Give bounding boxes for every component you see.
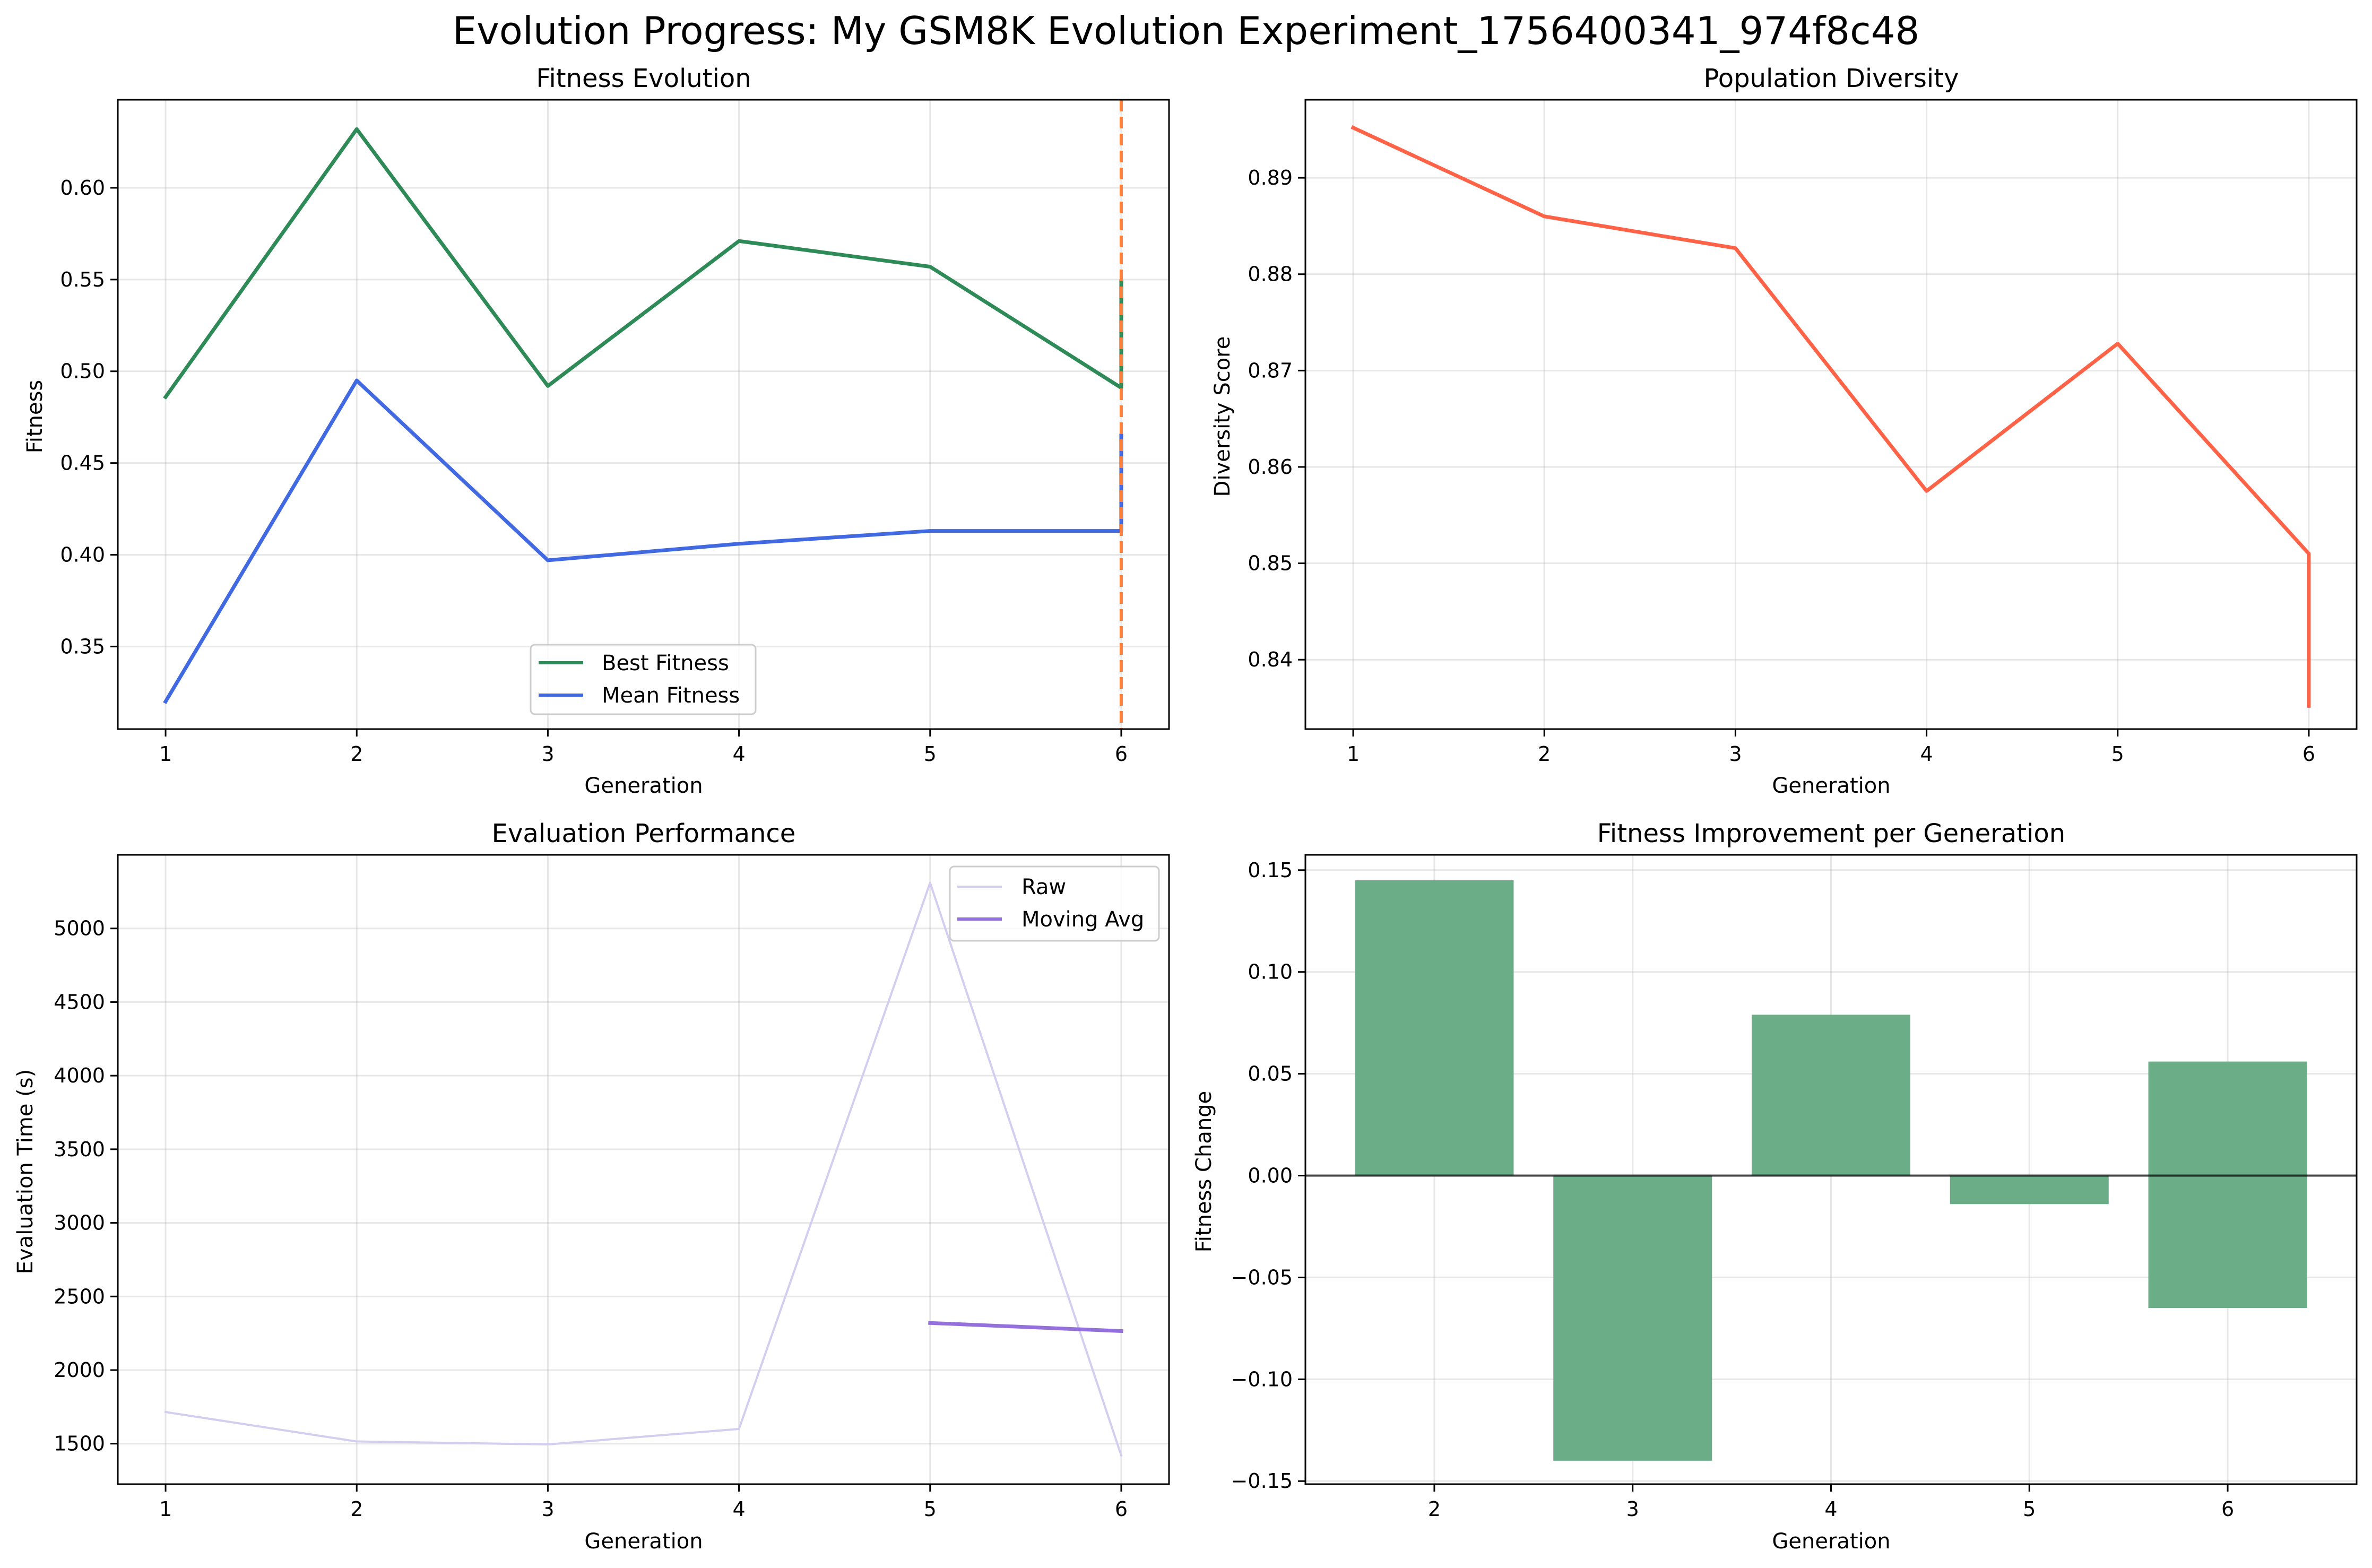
panel-title: Evaluation Performance xyxy=(492,819,796,848)
figure-title: Evolution Progress: My GSM8K Evolution E… xyxy=(453,8,1920,53)
y-axis-label: Diversity Score xyxy=(1210,336,1235,497)
y-tick-label: 0.45 xyxy=(60,452,105,475)
x-tick-label: 6 xyxy=(2302,742,2315,766)
y-tick-label: 0.40 xyxy=(60,543,105,567)
x-tick-label: 2 xyxy=(350,742,363,766)
legend-label-best-fitness: Best Fitness xyxy=(602,651,729,675)
x-axis-label: Generation xyxy=(1772,774,1890,798)
y-tick-label: 0.10 xyxy=(1248,960,1293,984)
population-diversity-panel: Population Diversity Generation Diversit… xyxy=(1210,64,2358,798)
y-axis-label: Evaluation Time (s) xyxy=(13,1069,38,1274)
axes-frame xyxy=(1304,99,2358,730)
x-tick-label: 1 xyxy=(159,742,172,766)
panel-title: Fitness Improvement per Generation xyxy=(1597,819,2065,848)
x-tick-label: 4 xyxy=(732,742,745,766)
y-axis-label: Fitness xyxy=(23,380,47,454)
y-tick-label: 0.87 xyxy=(1248,359,1293,382)
x-tick-label: 6 xyxy=(1115,1497,1128,1521)
bar-generation-3 xyxy=(1553,1175,1712,1461)
fitness-improvement-panel: Fitness Improvement per Generation Gener… xyxy=(1192,819,2358,1554)
legend-label-raw: Raw xyxy=(1021,875,1066,899)
x-tick-label: 5 xyxy=(2111,742,2124,766)
y-tick-label: 4000 xyxy=(54,1064,105,1087)
axes-frame xyxy=(117,854,1170,1485)
plot-area xyxy=(1305,100,2357,729)
y-tick-label: 0.88 xyxy=(1248,263,1293,286)
y-tick-label: −0.10 xyxy=(1231,1367,1293,1391)
x-tick-label: 5 xyxy=(924,1497,937,1521)
fitness-evolution-panel: Fitness Evolution Generation Fitness 1 2 3… xyxy=(23,64,1170,798)
y-tick-label: −0.15 xyxy=(1231,1469,1293,1493)
x-tick-label: 3 xyxy=(541,1497,554,1521)
y-tick-label: 0.55 xyxy=(60,268,105,291)
plot-area xyxy=(118,100,1169,729)
legend-box xyxy=(530,644,757,715)
y-tick-label: 0.15 xyxy=(1248,859,1293,882)
x-tick-label: 6 xyxy=(1115,742,1128,766)
plot-area xyxy=(1305,855,2357,1484)
bar-generation-4 xyxy=(1751,1015,1911,1176)
y-tick-label: 0.86 xyxy=(1248,455,1293,479)
axes-frame xyxy=(117,99,1170,730)
y-tick-label: 0.84 xyxy=(1248,648,1293,671)
x-axis-label: Generation xyxy=(584,1529,703,1554)
diversity-line xyxy=(1351,125,2311,708)
x-tick-label: 2 xyxy=(1428,1497,1441,1521)
y-tick-label: 2000 xyxy=(54,1358,105,1382)
y-tick-label: 2500 xyxy=(54,1285,105,1308)
legend-label-moving-avg: Moving Avg xyxy=(1021,907,1144,932)
bar-generation-6 xyxy=(2148,1061,2307,1308)
x-tick-label: 5 xyxy=(2023,1497,2036,1521)
y-tick-label: 3500 xyxy=(54,1138,105,1161)
best-fitness-line xyxy=(163,127,1123,400)
bar-generation-5 xyxy=(1950,1175,2109,1205)
y-tick-label: 1500 xyxy=(54,1432,105,1456)
y-tick-label: 3000 xyxy=(54,1211,105,1235)
x-tick-label: 1 xyxy=(1347,742,1360,766)
panel-title: Population Diversity xyxy=(1704,64,1959,93)
y-tick-label: 0.35 xyxy=(60,635,105,658)
x-tick-label: 5 xyxy=(924,742,937,766)
x-tick-label: 4 xyxy=(1824,1497,1837,1521)
x-tick-label: 1 xyxy=(159,1497,172,1521)
y-tick-label: 0.00 xyxy=(1248,1164,1293,1188)
legend-label-mean-fitness: Mean Fitness xyxy=(602,683,740,708)
plot-area xyxy=(118,855,1169,1484)
x-tick-label: 4 xyxy=(732,1497,745,1521)
legend: Best Fitness Mean Fitness xyxy=(530,644,757,715)
y-axis-label: Fitness Change xyxy=(1192,1091,1216,1252)
y-tick-label: 5000 xyxy=(54,917,105,940)
x-tick-label: 6 xyxy=(2221,1497,2234,1521)
y-tick-label: 0.89 xyxy=(1248,166,1293,189)
y-tick-label: 0.85 xyxy=(1248,552,1293,575)
y-tick-label: 0.05 xyxy=(1248,1062,1293,1086)
x-tick-label: 4 xyxy=(1920,742,1933,766)
raw-eval-time-line xyxy=(164,881,1123,1457)
evaluation-performance-panel: Evaluation Performance Generation Evalua… xyxy=(13,819,1170,1554)
moving-avg-line xyxy=(928,1321,1123,1333)
x-axis-label: Generation xyxy=(584,774,703,798)
y-tick-label: −0.05 xyxy=(1231,1266,1293,1289)
legend: Raw Moving Avg xyxy=(949,865,1160,942)
panel-title: Fitness Evolution xyxy=(536,64,751,93)
x-tick-label: 3 xyxy=(1729,742,1742,766)
y-tick-label: 0.50 xyxy=(60,360,105,383)
x-tick-label: 3 xyxy=(1626,1497,1639,1521)
y-tick-label: 4500 xyxy=(54,990,105,1013)
legend-box xyxy=(949,865,1160,942)
x-tick-label: 2 xyxy=(1538,742,1551,766)
bar-generation-2 xyxy=(1355,880,1514,1176)
axes-frame xyxy=(1304,854,2358,1485)
x-axis-label: Generation xyxy=(1772,1529,1890,1554)
x-tick-label: 3 xyxy=(541,742,554,766)
y-tick-label: 0.60 xyxy=(60,176,105,200)
x-tick-label: 2 xyxy=(350,1497,363,1521)
